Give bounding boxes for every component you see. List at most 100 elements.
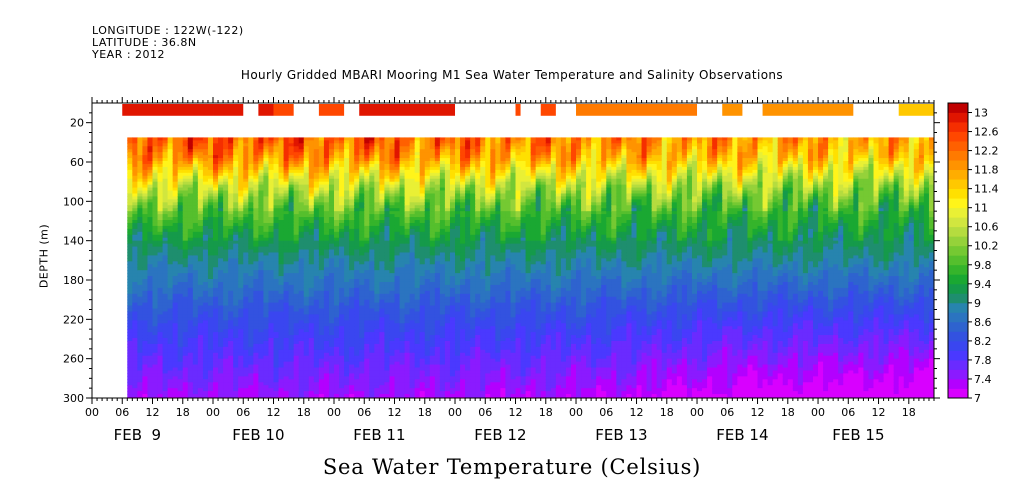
- temperature-cell: [197, 155, 204, 159]
- temperature-cell: [162, 267, 169, 271]
- temperature-cell: [137, 352, 144, 357]
- temperature-cell: [127, 211, 133, 215]
- temperature-cell: [228, 361, 234, 366]
- temperature-cell: [167, 270, 174, 274]
- temperature-cell: [223, 237, 229, 242]
- temperature-cell: [213, 140, 219, 144]
- temperature-cell: [147, 166, 154, 171]
- temperature-cell: [233, 299, 239, 304]
- temperature-cell: [197, 299, 204, 304]
- temperature-cell: [137, 376, 144, 380]
- temperature-cell: [192, 338, 199, 342]
- temperature-cell: [223, 211, 229, 215]
- temperature-cell: [197, 391, 204, 395]
- temperature-cell: [142, 255, 149, 259]
- temperature-cell: [177, 187, 184, 192]
- temperature-cell: [172, 394, 179, 398]
- temperature-cell: [187, 270, 194, 274]
- temperature-cell: [147, 184, 154, 189]
- temperature-cell: [187, 163, 194, 168]
- temperature-cell: [162, 335, 169, 339]
- temperature-cell: [137, 231, 144, 236]
- temperature-cell: [202, 290, 209, 295]
- temperature-cell: [147, 279, 154, 283]
- temperature-cell: [192, 217, 199, 221]
- temperature-cell: [233, 246, 239, 251]
- temperature-cell: [182, 370, 189, 375]
- temperature-cell: [192, 346, 199, 351]
- temperature-cell: [182, 352, 189, 357]
- temperature-cell: [177, 311, 184, 316]
- temperature-cell: [147, 246, 154, 251]
- temperature-cell: [137, 187, 144, 192]
- temperature-cell: [157, 172, 164, 177]
- temperature-cell: [207, 243, 214, 248]
- temperature-cell: [167, 140, 174, 144]
- temperature-cell: [137, 340, 144, 345]
- temperature-cell: [172, 234, 179, 239]
- temperature-cell: [187, 169, 194, 174]
- temperature-cell: [218, 184, 224, 189]
- temperature-cell: [238, 158, 244, 162]
- temperature-cell: [238, 140, 244, 144]
- temperature-cell: [132, 143, 138, 147]
- temperature-cell: [162, 161, 169, 165]
- temperature-cell: [207, 299, 214, 304]
- temperature-cell: [162, 240, 169, 245]
- temperature-cell: [152, 137, 159, 141]
- temperature-cell: [192, 184, 199, 189]
- temperature-cell: [192, 252, 199, 257]
- temperature-cell: [228, 163, 234, 168]
- temperature-cell: [223, 326, 229, 330]
- temperature-cell: [172, 149, 179, 153]
- temperature-cell: [167, 225, 174, 230]
- temperature-cell: [137, 222, 144, 227]
- temperature-cell: [233, 234, 239, 239]
- temperature-cell: [233, 290, 239, 295]
- temperature-cell: [152, 163, 159, 168]
- temperature-cell: [187, 320, 194, 324]
- temperature-cell: [218, 140, 224, 144]
- temperature-cell: [223, 169, 229, 174]
- temperature-cell: [162, 237, 169, 242]
- temperature-cell: [167, 279, 174, 283]
- temperature-cell: [167, 231, 174, 236]
- temperature-cell: [197, 163, 204, 168]
- temperature-cell: [132, 388, 138, 392]
- temperature-cell: [187, 382, 194, 386]
- temperature-cell: [132, 296, 138, 301]
- temperature-cell: [218, 308, 224, 313]
- temperature-cell: [132, 361, 138, 366]
- temperature-cell: [157, 152, 164, 156]
- temperature-cell: [162, 293, 169, 298]
- temperature-cell: [213, 352, 219, 357]
- temperature-cell: [197, 240, 204, 245]
- temperature-cell: [177, 237, 184, 242]
- temperature-cell: [167, 252, 174, 257]
- temperature-cell: [157, 343, 164, 348]
- temperature-cell: [187, 155, 194, 159]
- temperature-cell: [172, 279, 179, 283]
- temperature-cell: [207, 382, 214, 386]
- temperature-cell: [157, 240, 164, 245]
- temperature-cell: [228, 317, 234, 321]
- temperature-cell: [218, 267, 224, 271]
- temperature-cell: [132, 343, 138, 348]
- temperature-cell: [218, 225, 224, 230]
- temperature-cell: [142, 314, 149, 318]
- temperature-cell: [192, 137, 199, 141]
- temperature-cell: [137, 163, 144, 168]
- temperature-cell: [238, 175, 244, 180]
- temperature-cell: [177, 388, 184, 392]
- temperature-cell: [137, 281, 144, 286]
- temperature-cell: [213, 220, 219, 224]
- temperature-cell: [172, 270, 179, 274]
- latitude-label: LATITUDE : 36.8N: [92, 36, 197, 49]
- temperature-cell: [207, 152, 214, 156]
- temperature-cell: [127, 284, 133, 289]
- temperature-cell: [218, 293, 224, 298]
- temperature-cell: [152, 323, 159, 327]
- temperature-cell: [202, 329, 209, 333]
- temperature-cell: [233, 240, 239, 245]
- temperature-cell: [192, 231, 199, 236]
